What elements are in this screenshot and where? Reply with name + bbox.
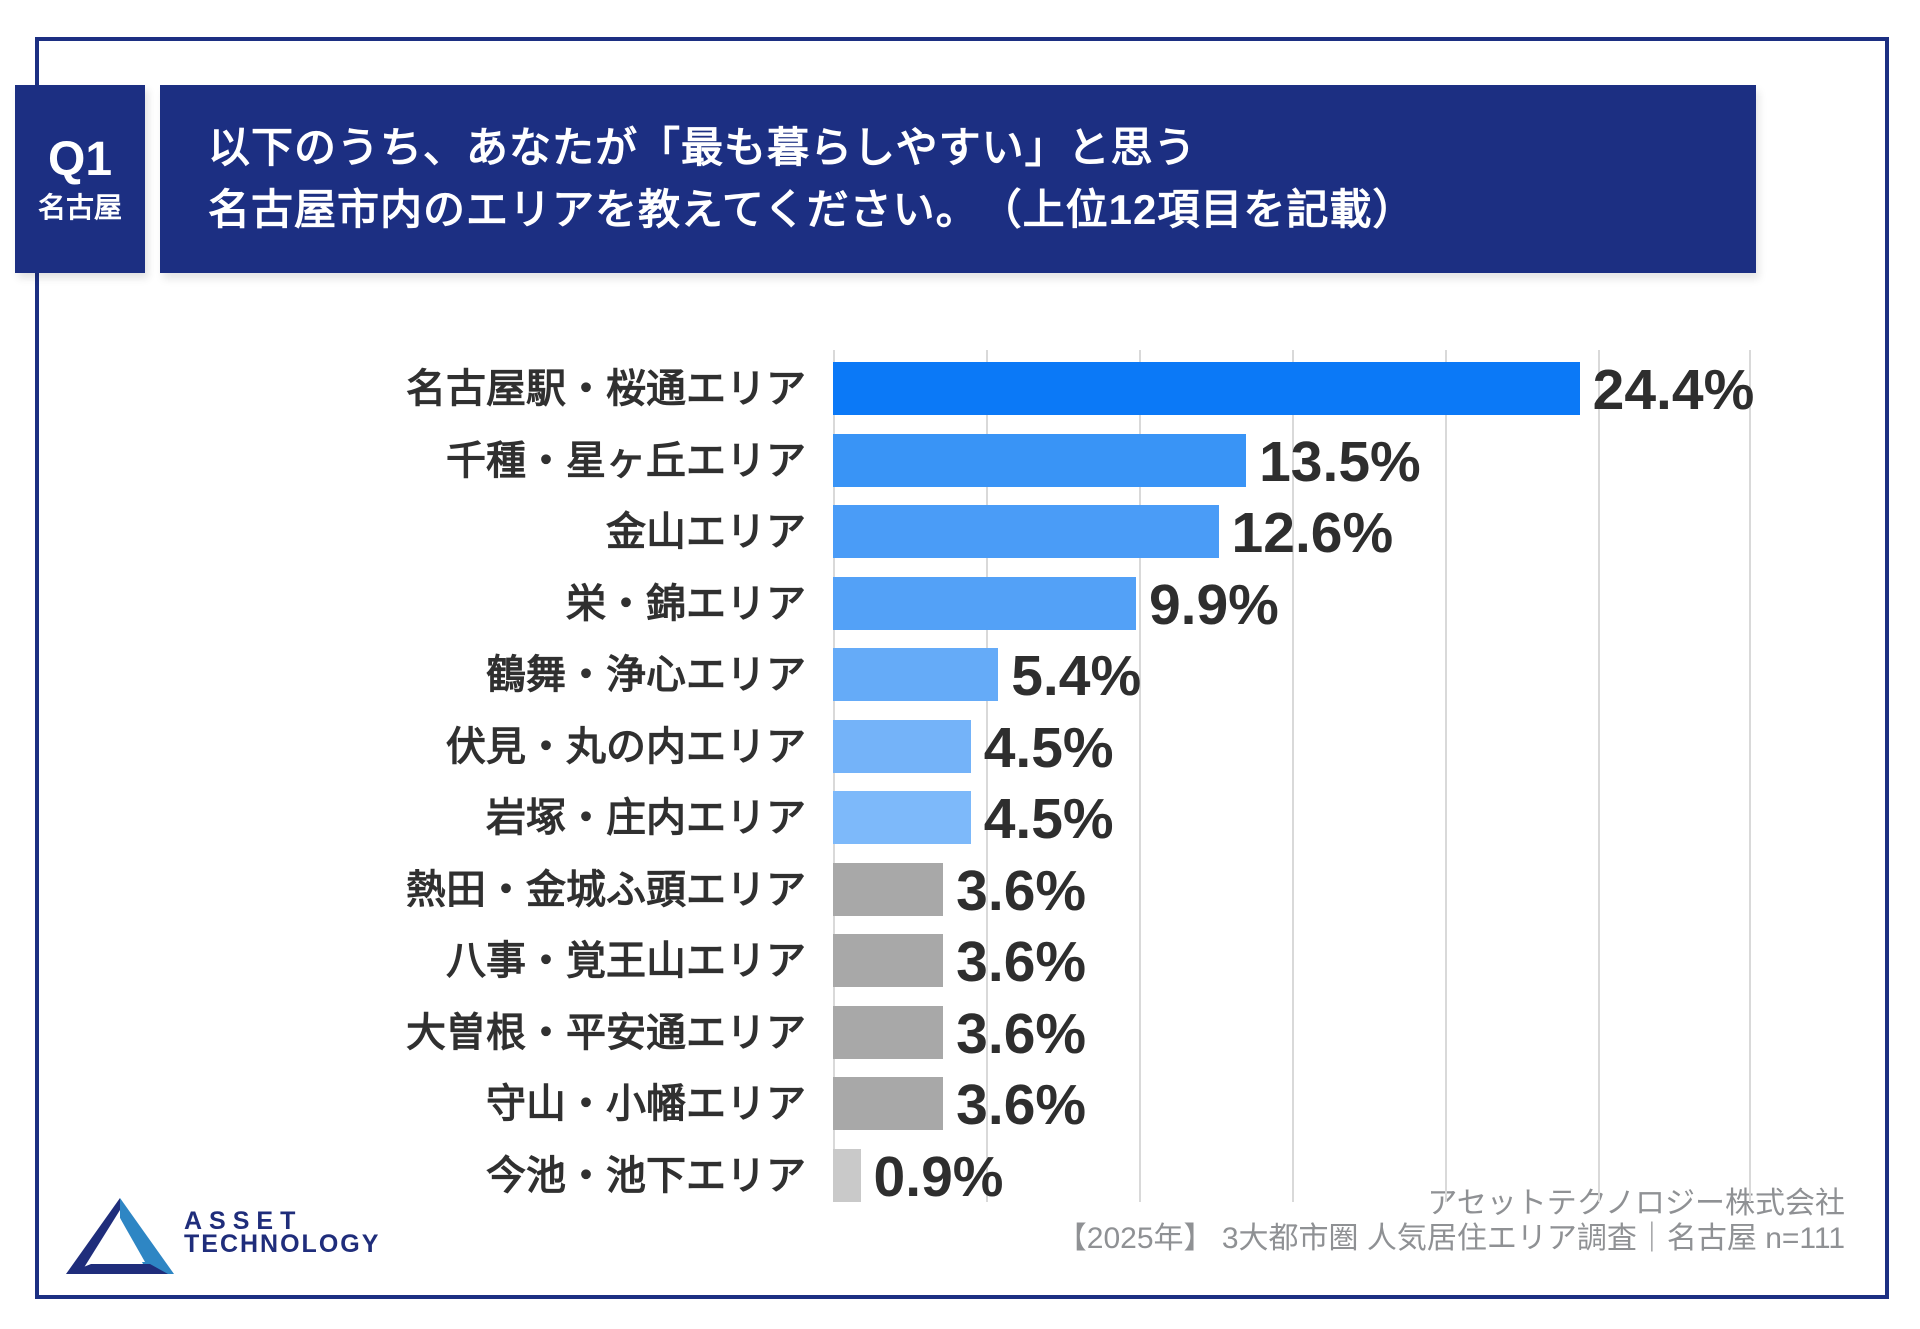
source-survey: 【2025年】 3大都市圏 人気居住エリア調査｜名古屋 n=111 xyxy=(1056,1222,1845,1255)
gridline-20 xyxy=(1445,350,1447,1202)
asset-technology-logo-text: ASSET TECHNOLOGY xyxy=(184,1207,381,1258)
category-label: 千種・星ヶ丘エリア xyxy=(446,438,806,483)
gridline-10 xyxy=(1139,350,1141,1202)
category-label: 金山エリア xyxy=(606,510,806,554)
bar xyxy=(833,433,1247,487)
bar xyxy=(833,1077,944,1130)
gridline-0 xyxy=(833,350,835,1202)
value-label: 12.6% xyxy=(1231,501,1394,565)
gridline-5 xyxy=(986,350,988,1202)
value-label: 0.9% xyxy=(873,1144,1004,1209)
plot-area xyxy=(833,350,1751,1202)
bar xyxy=(833,934,944,987)
bar xyxy=(833,1148,861,1202)
value-label: 4.5% xyxy=(983,787,1114,851)
value-label: 3.6% xyxy=(956,858,1087,923)
category-label: 大曽根・平安通エリア xyxy=(406,1010,806,1055)
title-line-1: 以下のうち、あなたが「最も暮らしやすい」と思う xyxy=(208,124,1197,171)
value-label: 9.9% xyxy=(1148,572,1279,637)
bar xyxy=(833,1005,944,1059)
bar xyxy=(833,648,999,701)
category-label: 今池・池下エリア xyxy=(486,1153,806,1198)
bar xyxy=(833,505,1219,558)
source-company: アセットテクノロジー株式会社 xyxy=(1427,1187,1845,1220)
value-label: 3.6% xyxy=(956,1001,1087,1066)
bar xyxy=(833,791,971,844)
source-attribution: アセットテクノロジー株式会社 【2025年】 3大都市圏 人気居住エリア調査｜名… xyxy=(1057,1186,1845,1256)
category-label: 栄・錦エリア xyxy=(566,581,806,626)
gridline-15 xyxy=(1292,350,1294,1202)
bar xyxy=(833,362,1580,415)
page-border-frame xyxy=(35,37,1889,1299)
gridline-25 xyxy=(1598,350,1600,1202)
title-line-2: 名古屋市内のエリアを教えてください。 （上位12項目を記載） xyxy=(208,186,1416,233)
value-label: 24.4% xyxy=(1592,358,1755,422)
asset-technology-logo-triangle-icon xyxy=(66,1198,174,1274)
value-label: 5.4% xyxy=(1011,644,1142,708)
logo-line-asset: ASSET xyxy=(184,1207,303,1235)
category-label: 名古屋駅・桜通エリア xyxy=(406,367,806,411)
logo-line-technology: TECHNOLOGY xyxy=(184,1230,381,1258)
category-label: 岩塚・庄内エリア xyxy=(486,796,806,840)
bar-chart: 名古屋駅・桜通エリア 24.4% 千種・星ヶ丘エリア 13.5% 金山エリア 12.6% 栄… xyxy=(0,350,1920,1209)
question-number: Q1 xyxy=(47,133,113,186)
value-label: 4.5% xyxy=(983,715,1114,780)
value-label: 3.6% xyxy=(956,1073,1087,1137)
question-number-box: Q1 名古屋 xyxy=(15,85,145,273)
category-label: 守山・小幡エリア xyxy=(486,1082,806,1126)
gridline-30 xyxy=(1749,350,1751,1202)
value-label: 3.6% xyxy=(956,930,1087,994)
bar xyxy=(833,862,944,916)
bar xyxy=(833,719,971,773)
value-label: 13.5% xyxy=(1259,429,1421,494)
category-label: 八事・覚王山エリア xyxy=(446,939,806,983)
title-banner: 以下のうち、あなたが「最も暮らしやすい」と思う 名古屋市内のエリアを教えてくださ… xyxy=(160,85,1756,273)
bar xyxy=(833,576,1136,630)
category-label: 伏見・丸の内エリア xyxy=(446,724,806,769)
category-label: 熱田・金城ふ頭エリア xyxy=(406,867,806,912)
category-label: 鶴舞・浄心エリア xyxy=(486,653,806,697)
question-city: 名古屋 xyxy=(37,192,122,223)
